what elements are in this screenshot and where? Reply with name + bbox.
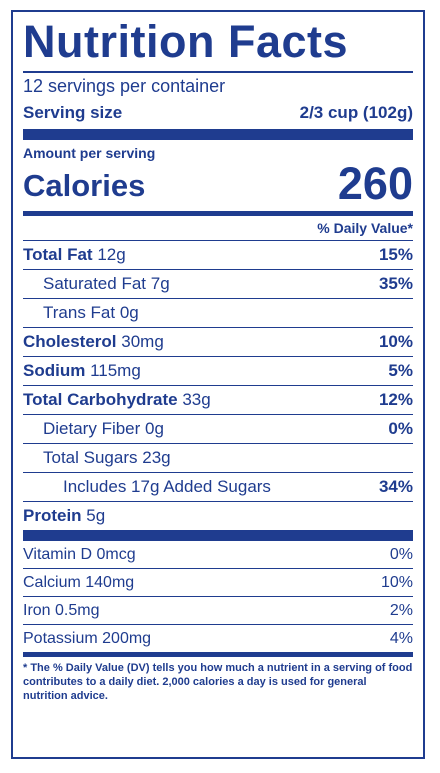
nutrient-row-sodium: Sodium 115mg 5% [23, 356, 413, 385]
nutrient-amount: 12g [97, 245, 126, 264]
nutrient-dv: 15% [378, 245, 413, 264]
vitamin-dv: 0% [389, 545, 413, 563]
nutrient-amount: 0g [145, 419, 164, 438]
amount-per-serving: Amount per serving [23, 145, 156, 161]
nutrient-dv: 10% [378, 332, 413, 351]
nutrient-dv: 12% [378, 390, 413, 409]
serving-size-row: Serving size 2/3 cup (102g) [23, 99, 413, 127]
footnote: * The % Daily Value (DV) tells you how m… [23, 662, 413, 702]
nutrient-row-cholesterol: Cholesterol 30mg 10% [23, 327, 413, 356]
medium-divider [23, 211, 413, 216]
nutrient-row-trans-fat: Trans Fat 0g [23, 298, 413, 327]
nutrient-name: Total Sugars [43, 448, 138, 467]
nutrient-amount: 7g [150, 274, 170, 293]
servings-per-container: 12 servings per container [23, 76, 226, 96]
vitamin-name: Vitamin D [23, 545, 93, 563]
vitamin-amount: 0mcg [96, 545, 136, 563]
vitamin-dv: 10% [380, 573, 413, 591]
calories-row: Calories 260 [23, 158, 413, 209]
nutrient-name: Trans Fat [43, 303, 116, 322]
daily-value-header: % Daily Value* [317, 220, 413, 236]
nutrient-amount: 33g [182, 390, 211, 409]
label-title: Nutrition Facts [23, 16, 349, 67]
vitamin-dv: 4% [389, 629, 413, 647]
nutrient-row-total-carbohydrate: Total Carbohydrate 33g 12% [23, 385, 413, 414]
vitamin-amount: 140mg [85, 573, 135, 591]
nutrient-name: Cholesterol [23, 332, 117, 351]
nutrient-amount: 0g [119, 303, 139, 322]
nutrient-amount: 23g [142, 448, 171, 467]
serving-size-value: 2/3 cup (102g) [299, 103, 413, 122]
vitamin-row-iron: Iron 0.5mg 2% [23, 596, 413, 624]
vitamin-dv: 2% [389, 601, 413, 619]
calories-label: Calories [23, 168, 146, 203]
calories-value: 260 [337, 158, 413, 209]
nutrient-name: Sodium [23, 361, 86, 380]
nutrient-dv: 35% [378, 274, 413, 293]
divider [23, 71, 413, 73]
nutrient-dv: 34% [378, 477, 413, 496]
nutrient-name: Total Fat [23, 245, 93, 264]
nutrient-row-dietary-fiber: Dietary Fiber 0g 0% [23, 414, 413, 443]
nutrient-row-protein: Protein 5g [23, 501, 413, 530]
nutrient-dv: 0% [388, 419, 413, 438]
vitamin-row-vitamin-d: Vitamin D 0mcg 0% [23, 541, 413, 568]
vitamin-amount: 0.5mg [55, 601, 100, 619]
vitamin-amount: 200mg [102, 629, 152, 647]
medium-divider [23, 652, 413, 657]
nutrient-row-total-fat: Total Fat 12g 15% [23, 240, 413, 269]
vitamin-row-calcium: Calcium 140mg 10% [23, 568, 413, 596]
nutrient-name: Dietary Fiber [43, 419, 141, 438]
nutrient-dv: 5% [388, 361, 413, 380]
thick-divider [23, 530, 413, 541]
nutrient-amount: 30mg [121, 332, 164, 351]
nutrient-row-total-sugars: Total Sugars 23g [23, 443, 413, 472]
nutrient-name: Includes 17g Added Sugars [63, 477, 271, 496]
nutrient-name: Saturated Fat [43, 274, 147, 293]
nutrient-name: Protein [23, 506, 82, 525]
thick-divider [23, 129, 413, 140]
nutrition-label: Nutrition Facts 12 servings per containe… [11, 10, 425, 759]
vitamin-name: Iron [23, 601, 51, 619]
serving-size-label: Serving size [23, 103, 123, 122]
vitamin-name: Potassium [23, 629, 98, 647]
vitamin-row-potassium: Potassium 200mg 4% [23, 624, 413, 652]
nutrient-row-saturated-fat: Saturated Fat 7g 35% [23, 269, 413, 298]
nutrient-amount: 115mg [90, 361, 141, 380]
nutrient-amount: 5g [86, 506, 106, 525]
nutrient-row-added-sugars: Includes 17g Added Sugars 34% [23, 472, 413, 501]
nutrient-name: Total Carbohydrate [23, 390, 178, 409]
vitamin-name: Calcium [23, 573, 81, 591]
